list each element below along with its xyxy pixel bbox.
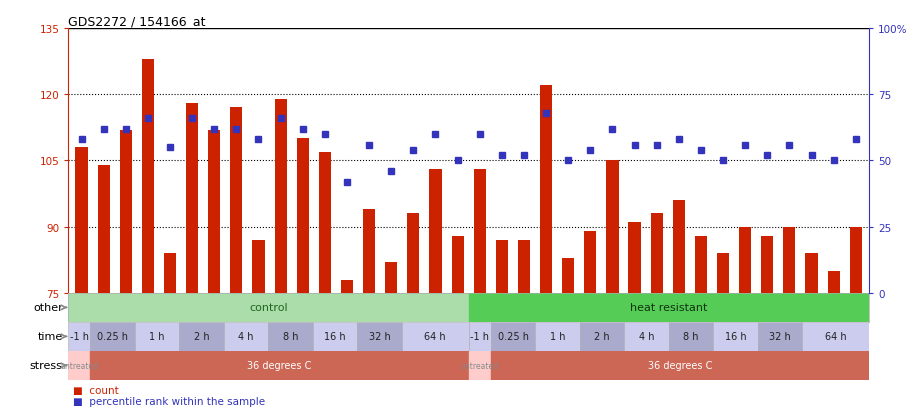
Bar: [90, 322, 135, 351]
Bar: [408, 214, 420, 293]
Bar: [90, 351, 469, 380]
Bar: [179, 322, 224, 351]
Bar: [252, 240, 265, 293]
Bar: [827, 271, 840, 293]
Bar: [562, 258, 574, 293]
Text: control: control: [249, 303, 288, 313]
Text: -1 h: -1 h: [470, 332, 490, 342]
Bar: [717, 254, 729, 293]
Text: 8 h: 8 h: [683, 332, 699, 342]
Bar: [313, 322, 358, 351]
Bar: [358, 322, 402, 351]
Bar: [120, 130, 132, 293]
Text: 4 h: 4 h: [639, 332, 654, 342]
Text: 16 h: 16 h: [324, 332, 346, 342]
Text: 32 h: 32 h: [769, 332, 791, 342]
Bar: [268, 322, 313, 351]
Bar: [68, 293, 469, 322]
Bar: [318, 152, 331, 293]
Text: 4 h: 4 h: [238, 332, 254, 342]
Text: 32 h: 32 h: [369, 332, 390, 342]
Bar: [758, 322, 803, 351]
Bar: [208, 130, 220, 293]
Bar: [224, 322, 268, 351]
Bar: [402, 322, 469, 351]
Bar: [68, 322, 90, 351]
Bar: [490, 322, 535, 351]
Text: 64 h: 64 h: [424, 332, 446, 342]
Text: 1 h: 1 h: [550, 332, 565, 342]
Text: 0.25 h: 0.25 h: [498, 332, 529, 342]
Bar: [164, 254, 177, 293]
Bar: [385, 262, 398, 293]
Bar: [580, 322, 624, 351]
Text: time: time: [37, 332, 63, 342]
Text: GDS2272 / 154166_at: GDS2272 / 154166_at: [68, 15, 206, 28]
Text: -1 h: -1 h: [70, 332, 89, 342]
Text: ■  percentile rank within the sample: ■ percentile rank within the sample: [73, 396, 265, 406]
Text: untreated: untreated: [60, 361, 98, 370]
Bar: [739, 227, 752, 293]
Bar: [363, 209, 375, 293]
Bar: [805, 254, 817, 293]
Bar: [97, 166, 110, 293]
Text: heat resistant: heat resistant: [630, 303, 708, 313]
Bar: [713, 322, 758, 351]
Text: 64 h: 64 h: [824, 332, 846, 342]
Text: 0.25 h: 0.25 h: [97, 332, 128, 342]
Bar: [651, 214, 662, 293]
Text: other: other: [33, 303, 63, 313]
Bar: [784, 227, 795, 293]
Text: stress: stress: [30, 361, 63, 370]
Bar: [68, 351, 90, 380]
Bar: [142, 60, 154, 293]
Bar: [540, 86, 552, 293]
Bar: [297, 139, 308, 293]
Text: 8 h: 8 h: [283, 332, 298, 342]
Bar: [624, 322, 669, 351]
Bar: [341, 280, 353, 293]
Bar: [606, 161, 619, 293]
Bar: [490, 351, 869, 380]
Text: 36 degrees C: 36 degrees C: [648, 361, 713, 370]
Bar: [430, 170, 441, 293]
Bar: [672, 201, 685, 293]
Bar: [76, 148, 87, 293]
Bar: [803, 322, 869, 351]
Bar: [695, 236, 707, 293]
Text: 2 h: 2 h: [594, 332, 610, 342]
Bar: [496, 240, 508, 293]
Bar: [469, 351, 490, 380]
Text: 16 h: 16 h: [724, 332, 746, 342]
Bar: [275, 100, 287, 293]
Text: ■  count: ■ count: [73, 385, 118, 395]
Bar: [629, 223, 641, 293]
Text: 2 h: 2 h: [194, 332, 209, 342]
Bar: [473, 170, 486, 293]
Bar: [135, 322, 179, 351]
Bar: [518, 240, 530, 293]
Bar: [469, 293, 869, 322]
Text: untreated: untreated: [460, 361, 499, 370]
Text: 1 h: 1 h: [149, 332, 165, 342]
Bar: [230, 108, 242, 293]
Bar: [451, 236, 464, 293]
Bar: [584, 232, 596, 293]
Bar: [850, 227, 862, 293]
Bar: [469, 322, 490, 351]
Bar: [186, 104, 198, 293]
Text: 36 degrees C: 36 degrees C: [248, 361, 312, 370]
Bar: [535, 322, 580, 351]
Bar: [761, 236, 774, 293]
Bar: [669, 322, 713, 351]
